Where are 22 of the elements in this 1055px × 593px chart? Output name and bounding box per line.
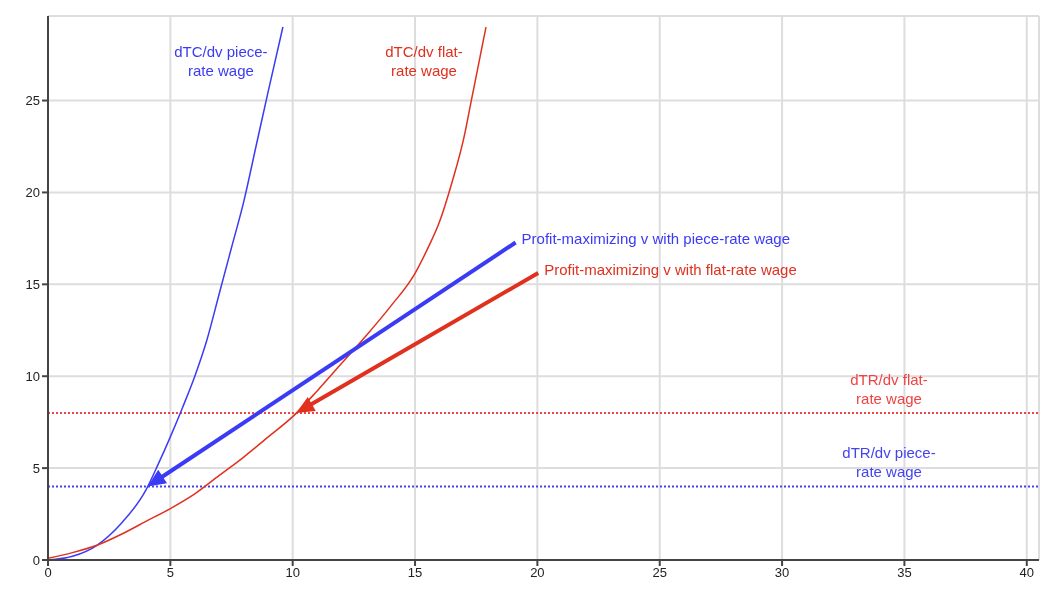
y-tick-label: 25: [25, 93, 40, 109]
ref-line-label: dTR/dv flat-rate wage: [850, 370, 928, 407]
x-tick-label: 5: [166, 565, 174, 581]
y-tick-label: 15: [25, 276, 40, 292]
x-tick-label: 25: [652, 565, 667, 581]
ref-line-label: dTR/dv piece-rate wage: [842, 444, 936, 481]
series-label: dTC/dv flat-rate wage: [385, 43, 463, 80]
x-tick-label: 20: [530, 565, 545, 581]
line-series: [48, 26, 487, 559]
y-tick-label: 0: [32, 552, 40, 568]
x-tick-label: 40: [1019, 565, 1034, 581]
y-tick-label: 5: [32, 460, 40, 476]
annotation: Profit-maximizing v with piece-rate wage: [521, 230, 791, 248]
y-tick-label: 10: [25, 368, 40, 384]
x-tick-label: 30: [774, 565, 790, 581]
x-tick-label: 35: [897, 565, 912, 581]
annotation: Profit-maximizing v with flat-rate wage: [544, 260, 797, 278]
x-tick-label: 0: [44, 565, 52, 581]
y-tick-label: 20: [25, 185, 40, 201]
x-tick-label: 10: [285, 565, 300, 581]
x-tick-label: 15: [407, 565, 423, 581]
series-label: dTC/dv piece-rate wage: [174, 43, 268, 80]
